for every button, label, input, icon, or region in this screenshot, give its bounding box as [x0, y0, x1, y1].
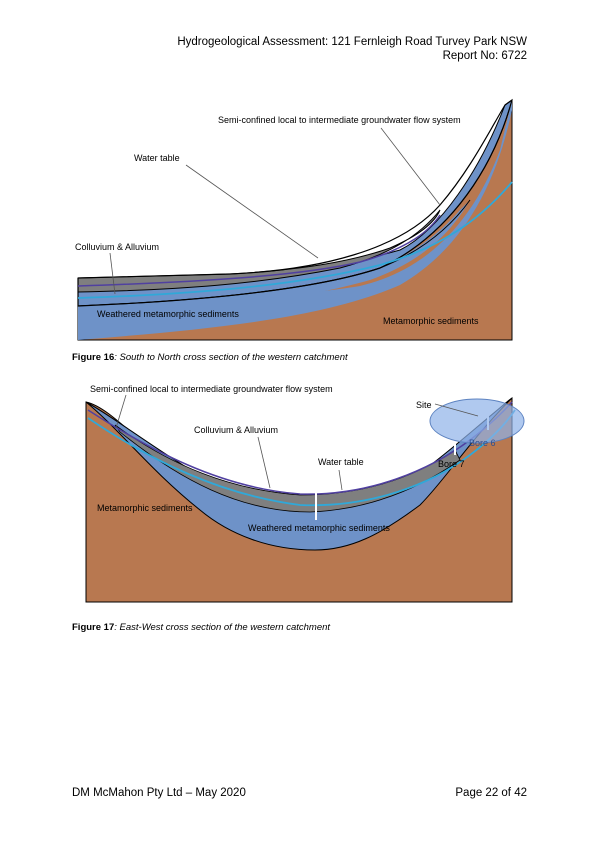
colluvium-layer-17 — [114, 424, 461, 513]
footer-page-number: Page 22 of 42 — [455, 787, 527, 799]
metamorphic-sediments-layer — [77, 99, 513, 341]
water-table-line-17 — [87, 409, 516, 507]
figure-16-caption-text: : South to North cross section of the we… — [114, 352, 348, 363]
fig16-label-colluvium: Colluvium & Alluvium — [75, 242, 159, 252]
fig17-label-weathered: Weathered metamorphic sediments — [248, 523, 390, 533]
fig17-label-semi-confined: Semi-confined local to intermediate grou… — [90, 384, 333, 394]
weathered-layer — [77, 98, 513, 307]
fig17-label-colluvium: Colluvium & Alluvium — [194, 425, 278, 435]
weathered-band-main — [78, 100, 512, 340]
fig17-label-metamorphic: Metamorphic sediments — [97, 503, 193, 513]
site-ellipse — [429, 398, 525, 444]
fig17-label-bore-7: Bore 7 — [438, 459, 465, 469]
figure-16-number: Figure 16 — [72, 352, 115, 363]
figure-16-caption: Figure 16: South to North cross section … — [72, 352, 348, 363]
metamorphic-sediments-layer-17 — [85, 397, 513, 603]
fig17-label-site: Site — [416, 400, 432, 410]
water-table-line — [77, 181, 513, 299]
figure-17-number: Figure 17 — [72, 622, 115, 633]
report-number: Report No: 6722 — [442, 50, 527, 62]
weathered-lower-band — [78, 200, 470, 322]
flow-line-purple-17 — [87, 401, 513, 495]
fig16-label-weathered: Weathered metamorphic sediments — [97, 309, 239, 319]
weathered-layer-17 — [85, 397, 513, 551]
fig17-label-bore-6: Bore 6 — [469, 438, 496, 448]
fig16-label-water-table: Water table — [134, 153, 180, 163]
fig16-label-semi-confined: Semi-confined local to intermediate grou… — [218, 115, 461, 125]
figure-17-caption-text: : East-West cross section of the western… — [114, 622, 331, 633]
fig17-label-water-table: Water table — [318, 457, 364, 467]
footer-company: DM McMahon Pty Ltd – May 2020 — [72, 787, 246, 799]
figure-17-caption: Figure 17: East-West cross section of th… — [72, 622, 330, 633]
fig16-label-metamorphic: Metamorphic sediments — [383, 316, 479, 326]
report-title: Hydrogeological Assessment: 121 Fernleig… — [177, 36, 527, 48]
flow-line-purple — [77, 214, 441, 287]
colluvium-layer — [77, 209, 441, 293]
page-header: Hydrogeological Assessment: 121 Fernleig… — [177, 35, 527, 63]
